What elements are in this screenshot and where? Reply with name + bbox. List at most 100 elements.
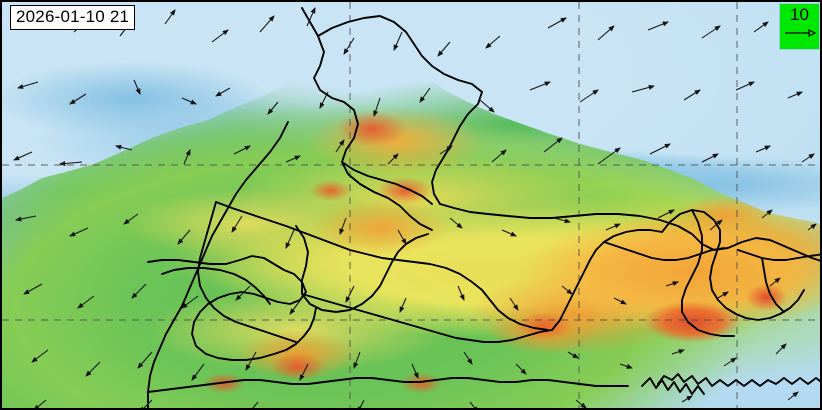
wind-vector-arrow: [399, 297, 407, 313]
wind-vector-arrow: [31, 349, 49, 363]
wind-vector-arrow: [235, 285, 251, 301]
wind-vector-arrow: [449, 217, 463, 229]
wind-vector-arrow: [709, 219, 723, 231]
wind-vector-arrow: [299, 363, 309, 381]
wind-vector-arrow: [387, 153, 399, 165]
wind-vector-arrow: [567, 351, 579, 359]
timestamp-label: 2026-01-10 21: [10, 5, 136, 30]
wind-vector-arrow: [181, 97, 197, 105]
wind-vector-arrow: [723, 357, 737, 367]
wind-vector-arrow: [605, 223, 621, 231]
wind-vector-arrow: [285, 155, 301, 163]
wind-vector-arrow: [649, 143, 671, 155]
wind-vector-arrow: [657, 209, 675, 219]
wind-vector-arrow: [343, 37, 355, 55]
wind-vector-arrow: [131, 283, 147, 299]
wind-vector-arrow: [613, 297, 627, 305]
wind-vector-arrow: [114, 144, 133, 151]
wind-vector-arrow: [469, 401, 479, 408]
wind-vector-arrow: [183, 149, 191, 165]
wind-vector-arrow: [665, 281, 679, 287]
wind-vector-arrow: [16, 81, 39, 89]
legend-value-label: 10: [790, 5, 809, 24]
wind-vector-arrow: [717, 291, 729, 299]
wind-vector-arrow: [755, 145, 771, 153]
wind-vector-arrow: [579, 89, 599, 103]
wind-vector-arrow: [509, 297, 519, 311]
wind-vector-arrow: [775, 343, 787, 355]
wind-vector-arrow: [373, 97, 381, 117]
wind-vector-arrow: [597, 147, 621, 165]
wind-vector-arrow: [501, 229, 517, 237]
wind-vector-arrow: [177, 229, 191, 245]
wind-vector-arrow: [33, 399, 47, 408]
wind-vector-arrow: [529, 81, 551, 91]
wind-vector-arrow: [439, 145, 453, 155]
wind-vector-arrow: [761, 209, 773, 219]
wind-vector-arrow: [801, 153, 815, 163]
wind-vector-arrow: [437, 41, 451, 57]
wind-vector-arrow: [485, 35, 501, 49]
wind-vector-arrow: [479, 99, 495, 113]
wind-vector-arrow: [561, 285, 573, 295]
wind-vector-arrow: [233, 145, 251, 155]
wind-vector-arrow: [164, 9, 176, 25]
wind-vector-arrow: [671, 349, 685, 355]
wind-vector-arrow: [215, 87, 231, 97]
wind-vector-arrow: [547, 17, 567, 29]
wind-vector-arrow: [393, 31, 403, 51]
wind-vector-arrow: [457, 285, 465, 301]
wind-vector-arrow: [259, 15, 275, 33]
wind-vector-arrow: [787, 391, 799, 401]
wind-vector-arrow: [77, 295, 95, 309]
wind-vector-arrow: [681, 395, 693, 403]
wind-vector-arrow: [85, 361, 101, 377]
wind-vector-arrow: [787, 91, 803, 99]
wind-vector-arrow: [553, 217, 572, 224]
wind-vector-arrow: [619, 363, 633, 369]
wind-vector-arrow: [353, 351, 361, 369]
wind-vector-arrow: [575, 399, 587, 408]
wind-vector-arrow: [285, 229, 295, 249]
wind-vector-arrow: [683, 89, 701, 101]
wind-vector-arrow: [137, 351, 153, 369]
wind-vector-arrow: [339, 217, 347, 235]
wind-vector-arrow: [419, 87, 431, 103]
wind-vector-arrow: [335, 139, 345, 153]
wind-vector-arrow: [701, 153, 719, 163]
wind-vector-arrow: [543, 137, 563, 153]
wind-vector-arrow: [515, 363, 527, 375]
wind-vector-arrow: [411, 363, 419, 379]
wind-vector-arrow: [289, 297, 303, 315]
wind-vector-arrow: [357, 399, 365, 408]
wind-vector-arrow: [58, 161, 83, 167]
wind-vector-arrow: [463, 351, 473, 365]
wind-vector-arrow: [231, 215, 243, 233]
vector-scale-legend: 10: [779, 3, 820, 50]
wind-vector-arrow: [647, 21, 669, 31]
wind-vector-arrow: [139, 399, 153, 408]
wind-vector-arrow: [306, 7, 316, 27]
wind-vector-arrow: [701, 25, 721, 39]
wind-vector-arrow: [319, 91, 329, 109]
wind-vector-arrow: [597, 25, 615, 41]
wind-vector-arrow-icon: [784, 29, 816, 37]
wind-vector-arrow: [181, 295, 199, 309]
wind-vector-arrow: [23, 283, 43, 295]
wind-vector-arrow: [211, 29, 229, 43]
wind-vector-arrow: [252, 401, 259, 408]
wind-vector-arrow: [753, 21, 769, 33]
wind-vector-arrow: [133, 79, 141, 95]
wind-vector-arrow: [123, 213, 139, 225]
wind-vector-arrow: [397, 229, 407, 245]
wind-vector-arrow: [14, 215, 37, 222]
wind-vector-arrow: [69, 93, 87, 105]
wind-vector-arrow: [735, 81, 755, 91]
wind-vector-arrow: [491, 149, 507, 163]
wind-vector-arrow: [807, 223, 817, 231]
wind-vector-arrow: [267, 101, 279, 115]
